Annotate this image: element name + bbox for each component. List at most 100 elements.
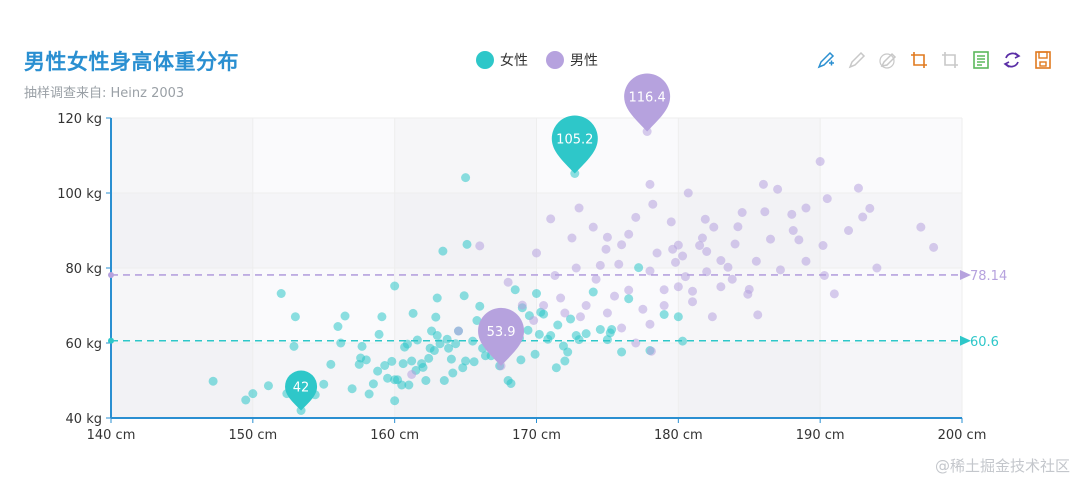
legend-label-male: 男性 [570,53,598,69]
scatter-point-male [670,257,680,267]
scatter-point-male [546,214,556,224]
scatter-point-male [766,234,776,244]
x-tick-label: 190 cm [796,428,845,443]
x-tick-label: 150 cm [228,428,277,443]
legend: 女性 男性 [476,50,598,70]
scatter-point-female [390,396,400,406]
scatter-point-male [794,235,804,245]
scatter-point-male [695,241,705,250]
scatter-point-male [659,301,669,310]
restore-icon[interactable] [1001,48,1023,72]
scatter-point-female [448,368,458,378]
legend-label-female: 女性 [500,53,528,69]
scatter-point-female [374,329,384,339]
scatter-point-female [560,356,570,366]
scatter-point-male [532,248,541,258]
scatter-point-female [398,359,408,369]
scatter-point-male [916,222,926,232]
scatter-point-female [289,341,299,351]
scatter-point-female [390,281,400,291]
scatter-point-female [602,335,612,345]
line-chart-icon[interactable] [908,48,930,72]
scatter-point-female [458,363,468,373]
zoom-back-icon[interactable] [846,48,868,72]
scatter-point-male [673,282,683,292]
scatter-point-male [723,262,733,272]
scatter-point-female [462,239,472,249]
scatter-point-female [574,335,584,345]
scatter-point-male [787,209,797,219]
mark-point-pin-female [285,370,318,411]
scatter-point-female [356,353,366,363]
scatter-point-male [517,300,527,310]
scatter-point-male [601,244,611,254]
scatter-point-female [407,356,417,366]
scatter-point-male [683,188,693,198]
mark-point-pin-male [478,307,525,366]
mark-line-arrow-male [960,269,971,280]
mark-point-pin-female [551,115,598,174]
scatter-point-female [319,379,329,389]
toolbox [815,48,1054,72]
scatter-point-female [510,285,520,295]
data-view-icon[interactable] [970,48,992,72]
scatter-point-male [733,222,743,232]
scatter-point-male [645,319,655,329]
scatter-point-male [727,274,737,284]
x-tick-label: 170 cm [512,428,561,443]
scatter-point-male [614,259,624,269]
scatter-point-female [506,379,516,388]
scatter-point-male [595,260,605,270]
scatter-point-female [421,376,431,385]
scatter-point-male [702,247,712,256]
scatter-point-male [539,301,549,310]
scatter-point-male [822,194,832,204]
scatter-point-female [290,312,300,322]
scatter-point-female [588,287,598,297]
scatter-point-female [377,312,387,322]
scatter-point-male [631,338,641,348]
scatter-point-female [607,325,617,334]
scatter-point-male [737,208,747,217]
scatter-point-female [459,291,469,301]
legend-dot-male [546,51,564,69]
scatter-point-male [844,226,854,235]
scatter-point-male [700,214,710,224]
legend-dot-female [476,51,494,69]
zoom-select-icon[interactable] [815,48,837,72]
mark-line-arrow-female [960,335,971,346]
scatter-point-male [646,346,656,356]
scatter-point-female [461,173,471,183]
scatter-point-male [529,316,539,325]
scatter-point-male [818,241,828,250]
scatter-point-male [560,308,570,318]
scatter-point-male [550,271,560,280]
scatter-point-female [432,331,442,340]
x-tick-label: 180 cm [654,428,703,443]
scatter-point-male [751,256,761,266]
scatter-point-male [652,248,662,258]
scatter-point-male [709,222,719,232]
mark-line-start-male [108,271,114,278]
scatter-point-male [801,256,811,266]
scatter-point-female [431,312,441,322]
legend-item-male[interactable]: 男性 [546,50,598,70]
clear-icon[interactable] [877,48,899,72]
scatter-point-male [645,179,655,189]
scatter-point-male [753,310,763,320]
save-image-icon[interactable] [1032,48,1054,72]
scatter-point-male [853,183,863,193]
scatter-point-female [624,294,634,304]
scatter-point-female [617,347,627,357]
scatter-point-female [581,329,591,339]
scatter-point-female [432,293,442,303]
legend-item-female[interactable]: 女性 [476,50,528,70]
scatter-point-male [697,233,707,243]
y-tick-label: 60 kg [66,337,102,352]
bar-chart-icon[interactable] [939,48,961,72]
y-tick-label: 40 kg [66,412,102,427]
scatter-point-female [442,334,452,344]
scatter-point-female [678,336,688,346]
scatter-point-female [326,359,336,369]
scatter-point-male [659,285,669,295]
